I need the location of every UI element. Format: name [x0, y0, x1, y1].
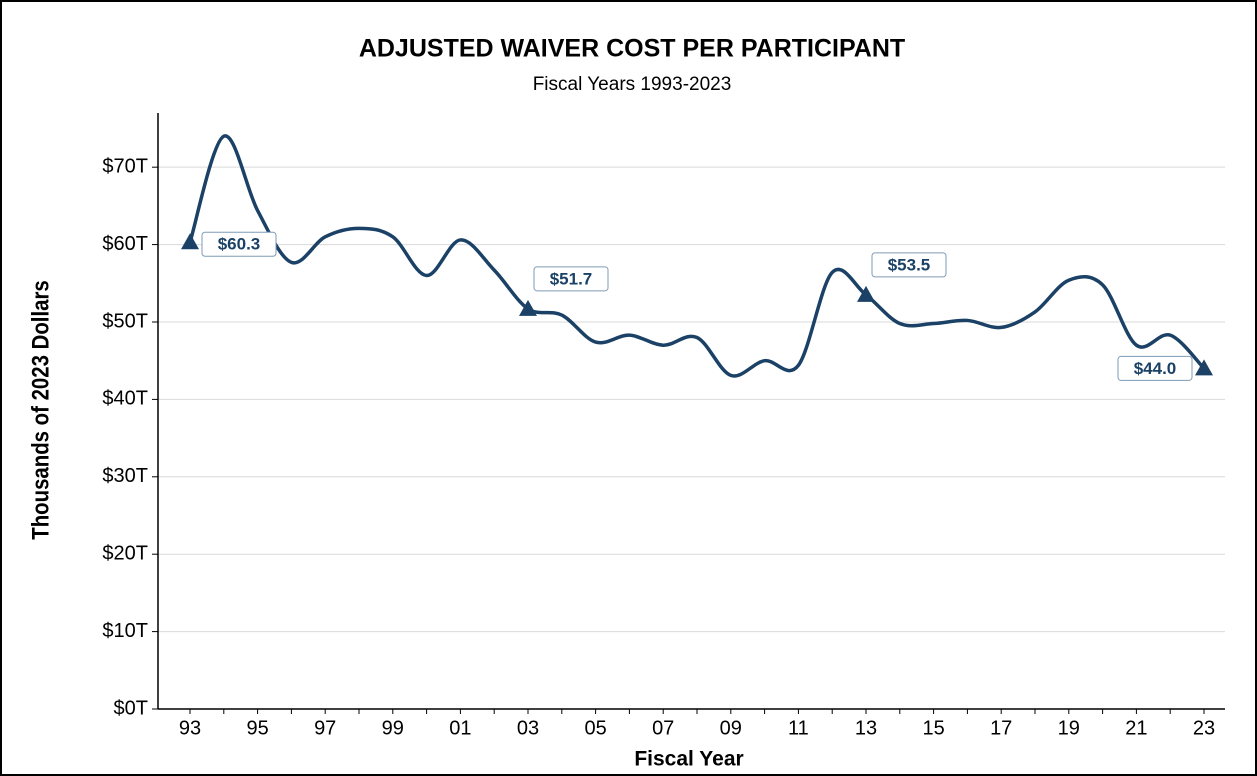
value-label: $51.7: [550, 269, 593, 288]
point-marker: [181, 233, 199, 250]
value-label-box: [871, 252, 947, 278]
y-tick-label: $40T: [102, 388, 148, 410]
value-label-box: [533, 266, 609, 292]
value-label: $53.5: [888, 255, 931, 274]
x-tick-label: 13: [855, 717, 877, 739]
x-tick-label: 07: [652, 717, 674, 739]
value-label: $44.0: [1134, 359, 1177, 378]
x-tick-label: 01: [449, 717, 471, 739]
x-tick-label: 11: [788, 717, 809, 739]
y-axis-label: Thousands of 2023 Dollars: [27, 280, 54, 540]
x-axis-label: Fiscal Year: [634, 748, 743, 771]
chart-title: ADJUSTED WAIVER COST PER PARTICIPANT: [359, 35, 905, 63]
x-tick-label: 17: [990, 717, 1012, 739]
point-marker: [1195, 359, 1213, 376]
x-tick-label: 95: [246, 717, 268, 739]
chart-subtitle: Fiscal Years 1993-2023: [533, 74, 732, 95]
value-label: $60.3: [218, 235, 261, 254]
x-tick-label: 05: [584, 717, 606, 739]
value-label-box: [1117, 355, 1193, 381]
x-tick-label: 19: [1058, 717, 1080, 739]
y-tick-label: $30T: [102, 465, 148, 487]
point-marker: [857, 285, 875, 302]
x-tick-label: 03: [517, 717, 539, 739]
x-tick-label: 99: [382, 717, 404, 739]
value-label-box: [201, 231, 277, 257]
y-tick-label: $70T: [102, 155, 148, 177]
y-tick-label: $10T: [102, 620, 148, 642]
y-tick-label: $20T: [102, 542, 148, 564]
y-tick-label: $50T: [102, 310, 148, 332]
x-tick-label: 09: [720, 717, 742, 739]
y-tick-label: $60T: [102, 233, 148, 255]
x-tick-label: 23: [1193, 717, 1215, 739]
x-tick-label: 15: [922, 717, 944, 739]
point-marker: [519, 299, 537, 316]
x-tick-label: 97: [314, 717, 336, 739]
data-line: [188, 134, 1206, 378]
x-tick-label: 93: [179, 717, 201, 739]
x-tick-label: 21: [1125, 717, 1147, 739]
y-tick-label: $0T: [114, 697, 148, 719]
